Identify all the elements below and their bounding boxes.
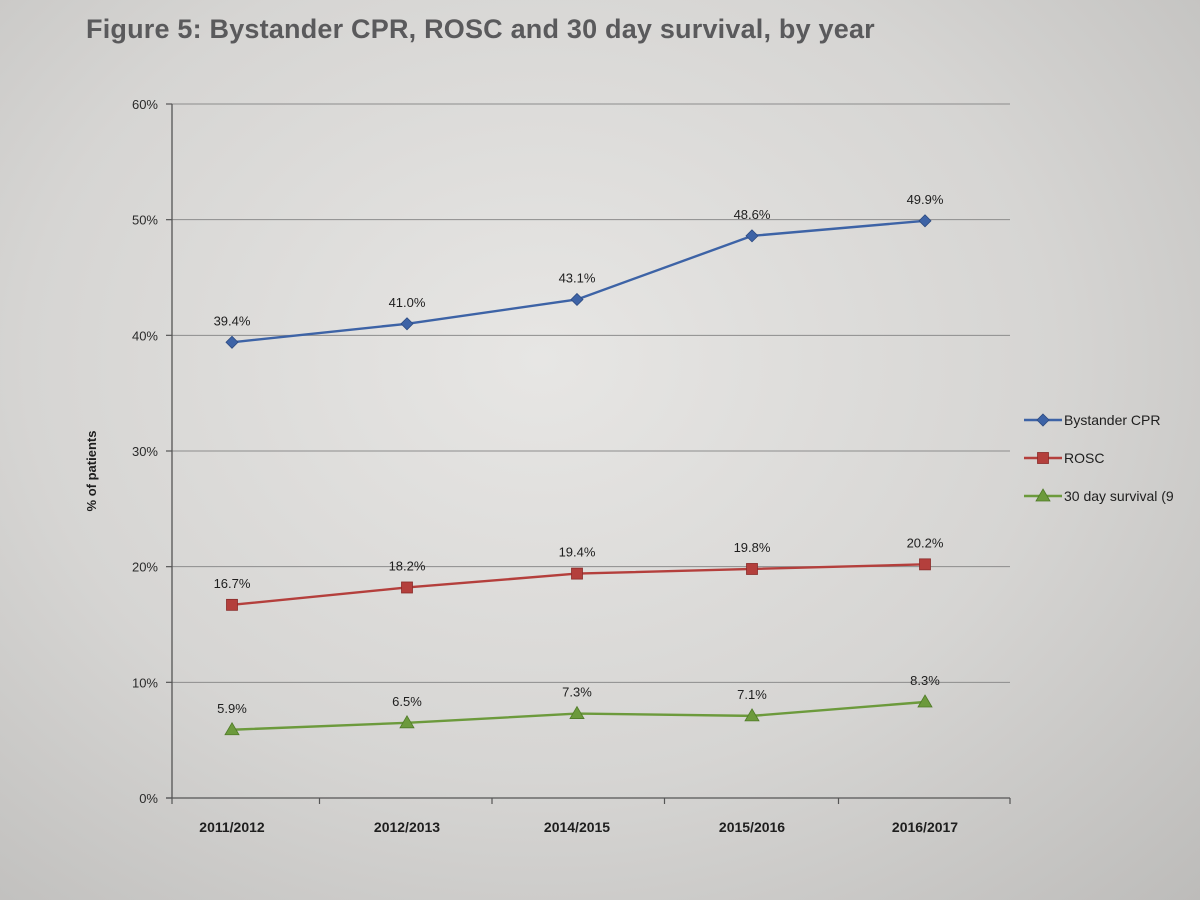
30-day-survival-9-data-label: 5.9% — [217, 701, 247, 716]
x-category-labels: 2011/2012 2012/2013 2014/2015 2015/2016 2016… — [171, 798, 1011, 835]
legend-label: ROSC — [1064, 450, 1104, 466]
rosc-point — [919, 558, 931, 571]
y-tick-label: 0% — [139, 791, 158, 806]
bystander-cpr-point — [918, 214, 932, 228]
legend-label: 30 day survival (9 — [1064, 488, 1174, 504]
30-day-survival-9-data-label: 8.3% — [910, 673, 940, 688]
series-markers — [224, 214, 933, 736]
30-day-survival-9-point — [224, 721, 240, 736]
y-tick-labels: 0% 10% 20% 30% 40% 50% 60% — [132, 97, 158, 806]
30-day-survival-9-point — [399, 715, 415, 729]
30-day-survival-9-data-label: 7.1% — [737, 687, 767, 702]
y-tick-label: 40% — [132, 328, 158, 343]
legend-swatch-marker — [1037, 452, 1049, 464]
rosc-data-label: 19.8% — [734, 540, 771, 555]
rosc-point — [226, 598, 238, 611]
figure-title: Figure 5: Bystander CPR, ROSC and 30 day… — [86, 14, 875, 44]
bystander-cpr-data-label: 49.9% — [907, 192, 944, 207]
y-tick-label: 20% — [132, 560, 158, 575]
30-day-survival-9-point — [744, 708, 760, 722]
x-category-label: 2012/2013 — [374, 819, 440, 835]
bystander-cpr-data-label: 41.0% — [389, 295, 426, 310]
y-axis-title: % of patients — [84, 431, 99, 512]
bystander-cpr-point — [570, 292, 584, 307]
gridlines — [166, 103, 1010, 799]
rosc-data-label: 19.4% — [559, 545, 596, 560]
rosc-data-label: 20.2% — [907, 535, 944, 550]
30-day-survival-9-data-label: 6.5% — [392, 694, 422, 709]
x-category-label: 2016/2017 — [892, 819, 958, 835]
y-tick-label: 30% — [132, 444, 158, 459]
rosc-data-label: 16.7% — [214, 576, 251, 591]
rosc-point — [401, 581, 413, 594]
30-day-survival-9-point — [917, 694, 933, 708]
x-category-label: 2014/2015 — [544, 819, 610, 835]
bystander-cpr-data-label: 43.1% — [559, 270, 596, 285]
30-day-survival-9-data-label: 7.3% — [562, 685, 592, 700]
bystander-cpr-point — [225, 335, 239, 349]
bystander-cpr-point — [400, 317, 414, 331]
x-category-label: 2011/2012 — [199, 819, 265, 835]
30-day-survival-9-point — [569, 705, 585, 719]
legend-swatch-marker — [1035, 488, 1051, 502]
legend: Bystander CPR ROSC 30 day survival (9 — [1024, 412, 1174, 504]
bystander-cpr-point — [745, 229, 759, 243]
legend-swatch-marker — [1036, 413, 1050, 427]
x-category-label: 2015/2016 — [719, 819, 785, 835]
y-tick-label: 10% — [132, 675, 158, 690]
data-labels: 39.4% 41.0% 43.1% 48.6% 49.9% 16.7% 18.2% 19.4%… — [214, 192, 944, 716]
rosc-point — [571, 567, 583, 580]
bystander-cpr-data-label: 48.6% — [734, 207, 771, 222]
rosc-data-label: 18.2% — [389, 558, 426, 573]
y-tick-label: 50% — [132, 213, 158, 228]
y-tick-label: 60% — [132, 97, 158, 112]
axes — [166, 104, 1010, 799]
rosc-point — [746, 563, 758, 575]
legend-label: Bystander CPR — [1064, 412, 1160, 428]
bystander-cpr-data-label: 39.4% — [214, 313, 251, 328]
